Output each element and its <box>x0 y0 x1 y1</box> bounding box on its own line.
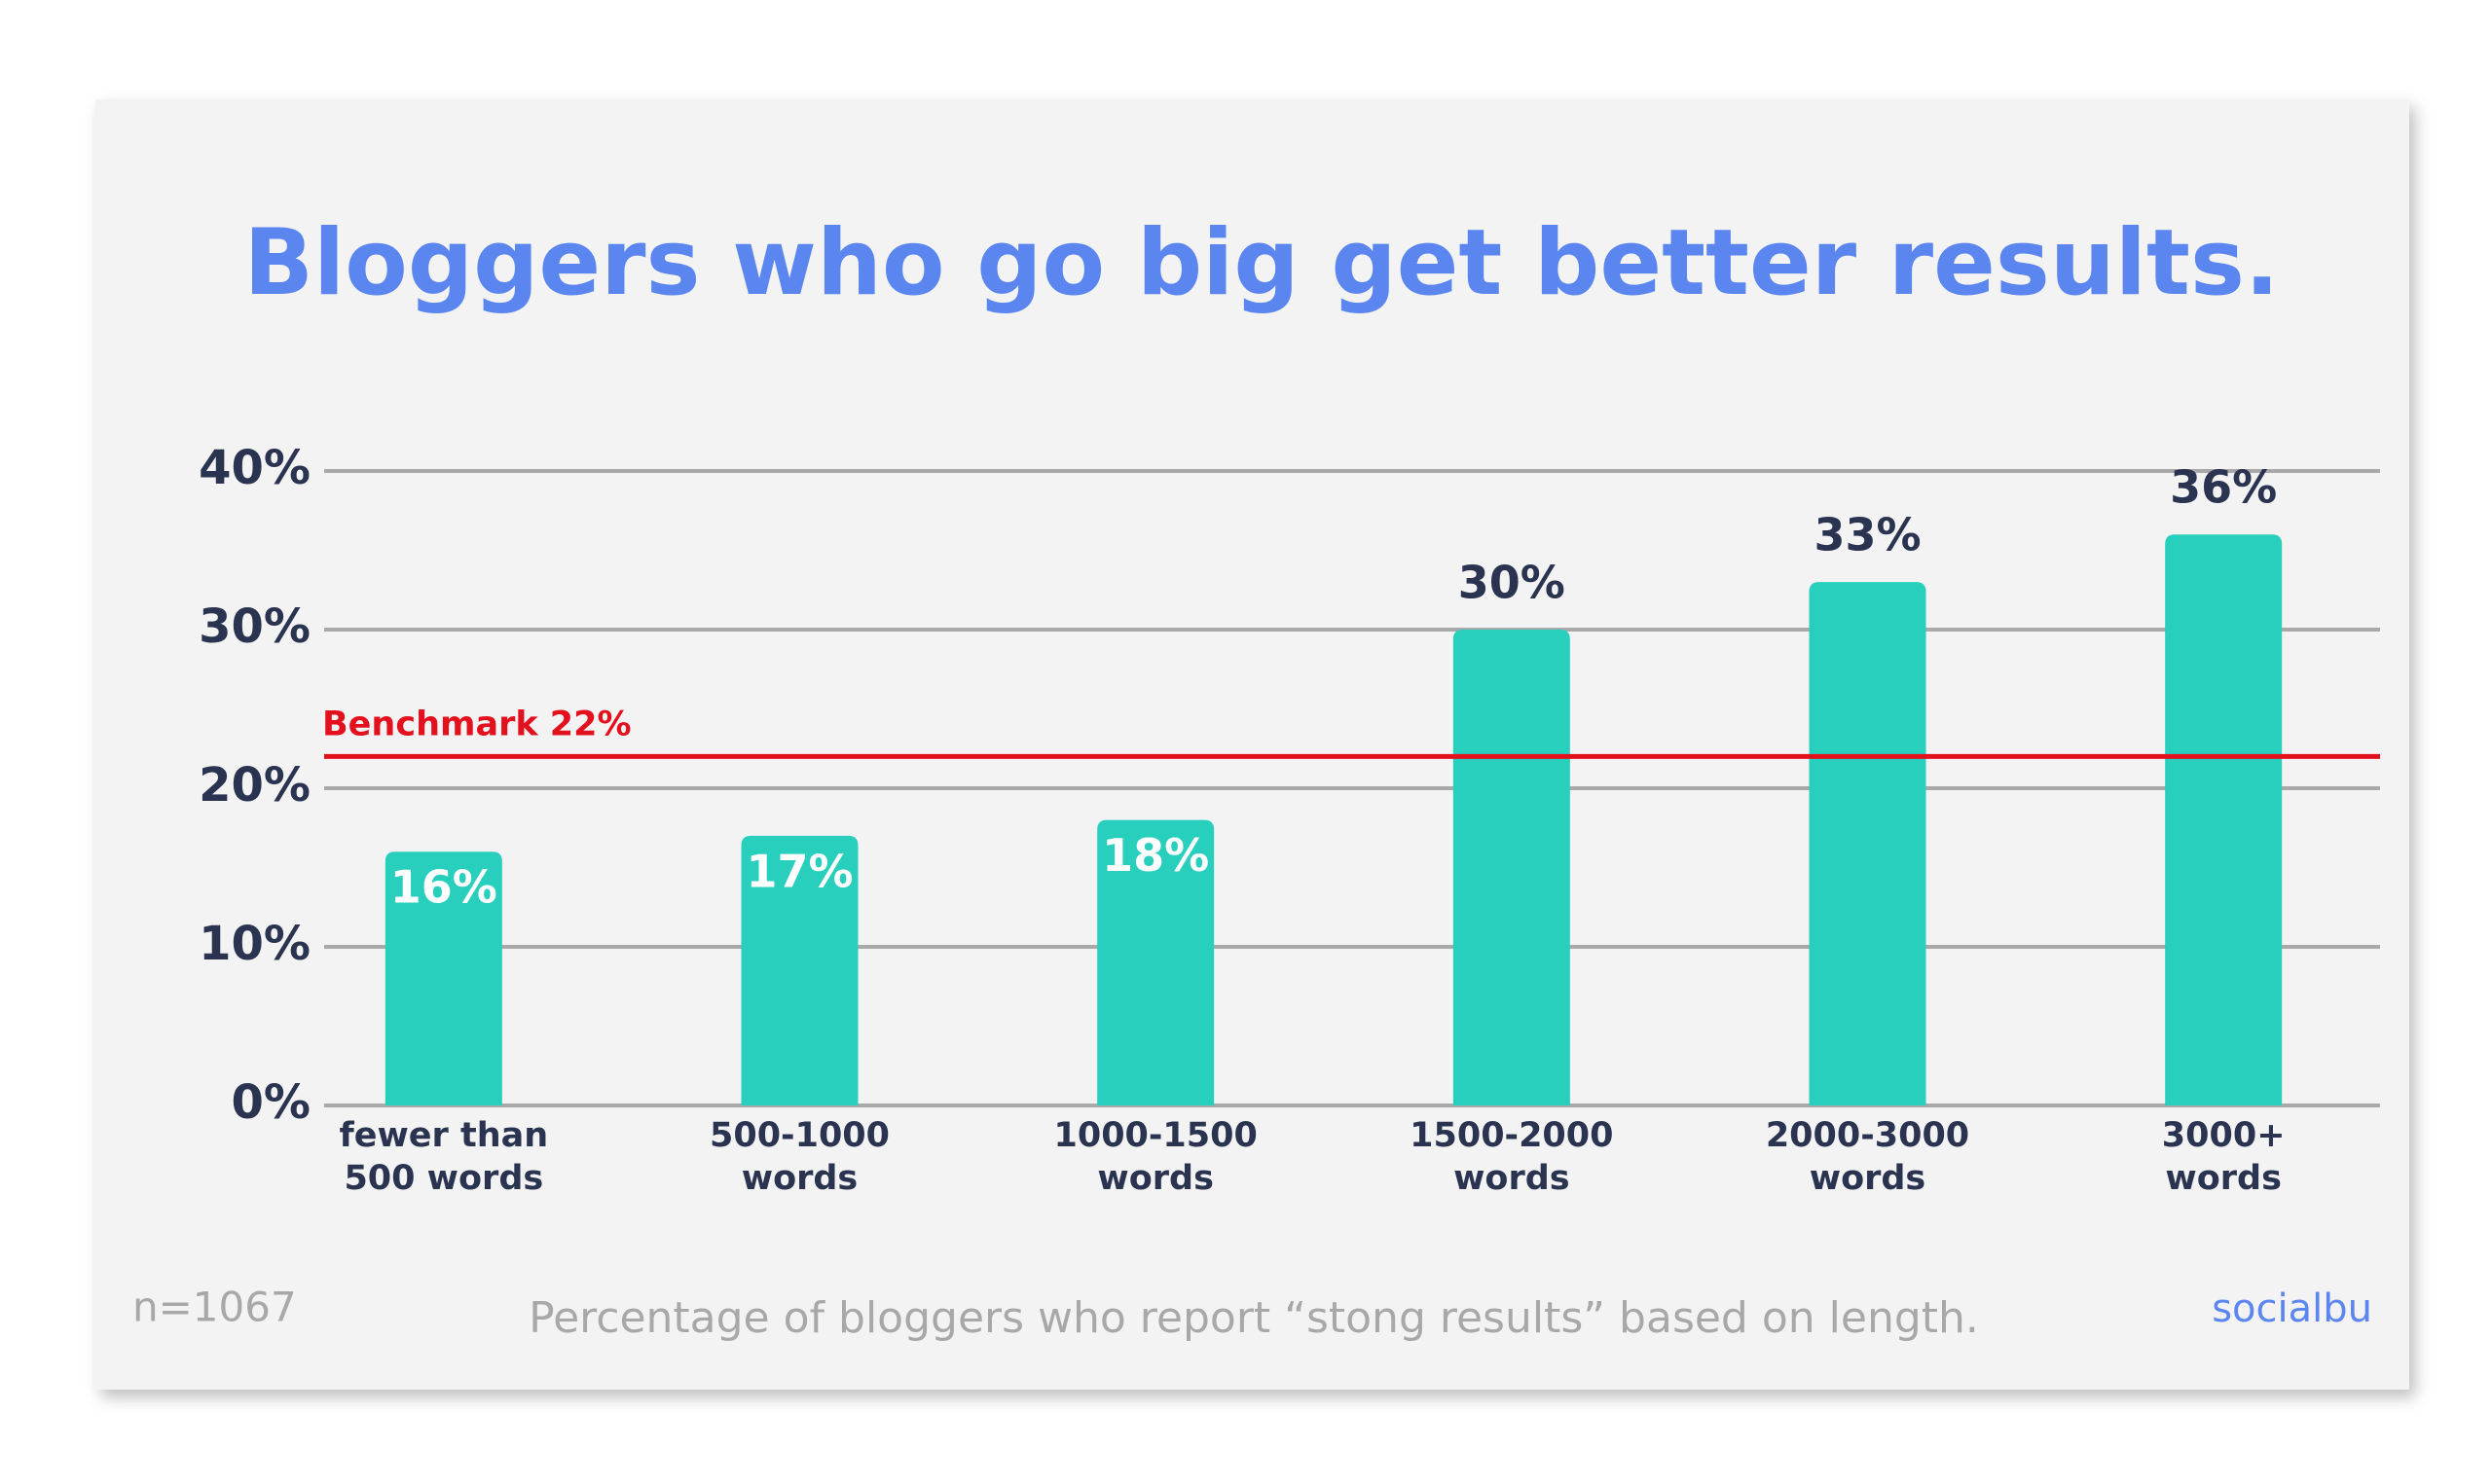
value-label: 30% <box>1458 557 1565 609</box>
y-tick-label: 20% <box>199 758 311 813</box>
chart-title: Bloggers who go big get better results. <box>243 210 2279 316</box>
x-tick-label: 3000+ words <box>2162 1116 2286 1198</box>
value-label: 16% <box>390 861 497 914</box>
x-tick-label: fewer than 500 words <box>339 1116 548 1198</box>
caption: Percentage of bloggers who report “stong… <box>529 1293 1979 1343</box>
value-label: 17% <box>746 845 853 897</box>
y-tick-label: 10% <box>199 917 311 971</box>
bar <box>741 835 859 1105</box>
footnote: n=1067 <box>132 1284 297 1331</box>
x-tick-label: 2000-3000 words <box>1766 1116 1969 1198</box>
bar <box>1452 630 1570 1105</box>
benchmark-label: Benchmark 22% <box>322 705 632 743</box>
y-tick-label: 0% <box>232 1075 312 1130</box>
value-label: 36% <box>2170 461 2277 514</box>
bar <box>1097 819 1215 1105</box>
x-tick-label: 1500-2000 words <box>1410 1116 1613 1198</box>
value-label: 18% <box>1102 829 1209 882</box>
bar <box>2165 534 2283 1105</box>
y-tick-label: 40% <box>199 441 311 495</box>
card <box>95 99 2409 1390</box>
y-tick-label: 30% <box>199 599 311 654</box>
x-tick-label: 1000-1500 words <box>1053 1116 1257 1198</box>
value-label: 33% <box>1814 509 1921 561</box>
brand: socialbu <box>2212 1286 2372 1331</box>
x-tick-label: 500-1000 words <box>710 1116 890 1198</box>
bar <box>385 851 502 1105</box>
bar <box>1809 582 1926 1105</box>
